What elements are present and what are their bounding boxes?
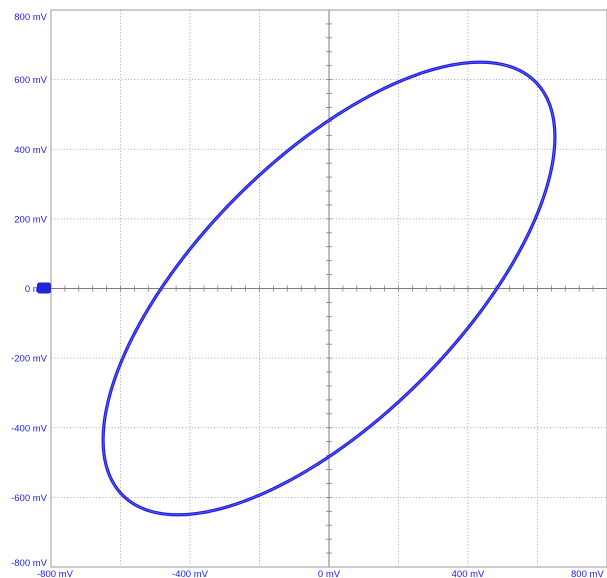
center-axes [51, 10, 607, 567]
y-tick-label: 0 mV [25, 284, 48, 295]
y-tick-label: -800 mV [11, 558, 48, 569]
y-tick-label: 800 mV [14, 12, 47, 23]
y-tick-label: -600 mV [11, 493, 48, 504]
y-tick-labels: 800 mV 600 mV 400 mV 200 mV 0 mV -200 mV -400 … [11, 12, 48, 569]
x-tick-label: 400 mV [452, 569, 485, 578]
ground-marker-icon[interactable] [37, 282, 51, 294]
x-tick-label: 0 mV [318, 569, 341, 578]
series-traces [101, 60, 557, 517]
y-tick-label: 200 mV [14, 214, 47, 225]
ground-marker [37, 282, 51, 294]
y-tick-label: -200 mV [11, 354, 48, 365]
x-tick-label: -400 mV [172, 569, 209, 578]
x-tick-labels: -800 mV -400 mV 0 mV 400 mV 800 mV [37, 569, 604, 578]
y-tick-label: 400 mV [14, 145, 47, 156]
y-tick-label: 600 mV [14, 75, 47, 86]
x-tick-label: 800 mV [571, 569, 604, 578]
series-trace-inner [102, 61, 556, 516]
x-tick-label: -800 mV [37, 569, 74, 578]
y-tick-label: -400 mV [11, 423, 48, 434]
